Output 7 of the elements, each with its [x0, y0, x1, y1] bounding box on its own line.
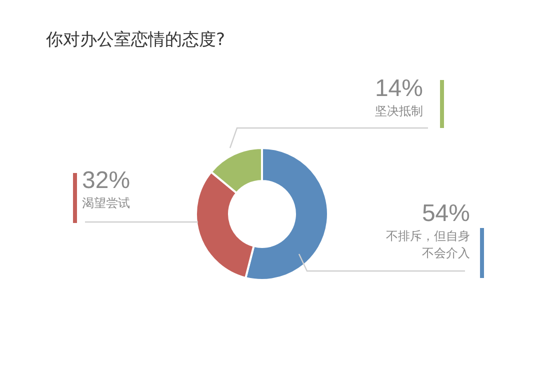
slice-label: 渴望尝试 — [82, 195, 131, 212]
data-label: 14% — [374, 75, 423, 103]
slice-label: 坚决抵制 — [374, 103, 423, 120]
chart-title: 你对办公室恋情的态度? — [46, 29, 226, 51]
slice-label: 不排斥，但自身不会介入 — [385, 228, 470, 262]
data-label: 54% — [420, 200, 470, 228]
data-label: 32% — [82, 167, 132, 195]
